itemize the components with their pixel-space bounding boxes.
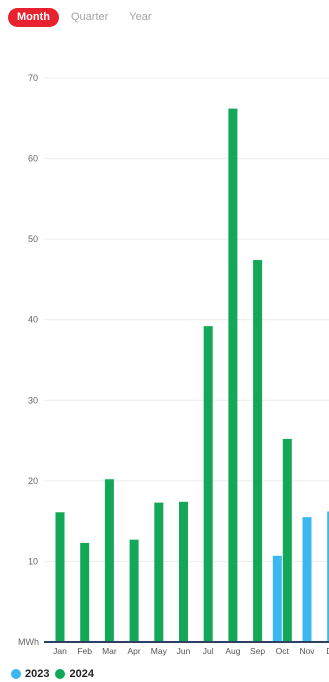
x-tick-label: Jan (53, 646, 67, 656)
bar-2024-sep (253, 260, 263, 642)
legend-label-2023: 2023 (25, 668, 50, 680)
x-tick-label: Mar (102, 646, 117, 656)
x-tick-label: Feb (77, 646, 92, 656)
bar-2024-feb (80, 542, 90, 642)
y-tick-label: 40 (28, 315, 38, 325)
chart-legend: 2023 2024 (11, 668, 100, 680)
legend-swatch-2024 (55, 669, 66, 679)
x-tick-label: Nov (299, 646, 315, 656)
tab-month[interactable]: Month (8, 7, 59, 27)
tab-quarter[interactable]: Quarter (70, 10, 109, 23)
y-tick-label: 50 (28, 234, 38, 244)
y-tick-label: 70 (28, 73, 38, 83)
bar-2024-may (154, 502, 164, 642)
legend-label-2024: 2024 (69, 668, 94, 680)
bar-2024-jul (203, 326, 213, 642)
energy-bar-chart: 10 20 30 40 50 60 70 MWh Jan Feb Mar Apr May Jun Jul Au… (18, 73, 329, 656)
legend-item-2024[interactable]: 2024 (55, 668, 94, 680)
x-tick-label: De (326, 646, 329, 656)
bar-2023-oct (272, 555, 282, 642)
y-tick-label: 60 (28, 154, 38, 164)
bar-2024-aug (228, 108, 238, 643)
x-tick-label: Apr (127, 646, 140, 656)
bar-2023-nov (302, 517, 312, 642)
bar-2024-jan (55, 512, 65, 642)
x-tick-label: May (151, 646, 168, 656)
bar-2024-jun (179, 501, 188, 642)
y-tick-label: 10 (28, 556, 38, 566)
legend-swatch-2023 (11, 669, 21, 679)
bar-2024-oct (282, 438, 292, 642)
tab-year[interactable]: Year (129, 10, 152, 23)
y-axis-unit-label: MWh (18, 637, 39, 647)
period-tabs: Month Quarter Year (8, 7, 164, 27)
x-tick-label: Jun (177, 646, 191, 656)
bar-2024-mar (104, 479, 114, 642)
y-tick-label: 20 (28, 476, 38, 486)
x-tick-label: Aug (225, 646, 240, 656)
x-tick-label: Jul (203, 646, 214, 656)
bar-2023-dec (327, 511, 329, 642)
x-tick-label: Oct (276, 646, 290, 656)
y-tick-label: 30 (28, 395, 38, 405)
legend-item-2023[interactable]: 2023 (11, 668, 49, 680)
x-tick-label: Sep (250, 646, 265, 656)
bar-2024-apr (129, 539, 139, 642)
